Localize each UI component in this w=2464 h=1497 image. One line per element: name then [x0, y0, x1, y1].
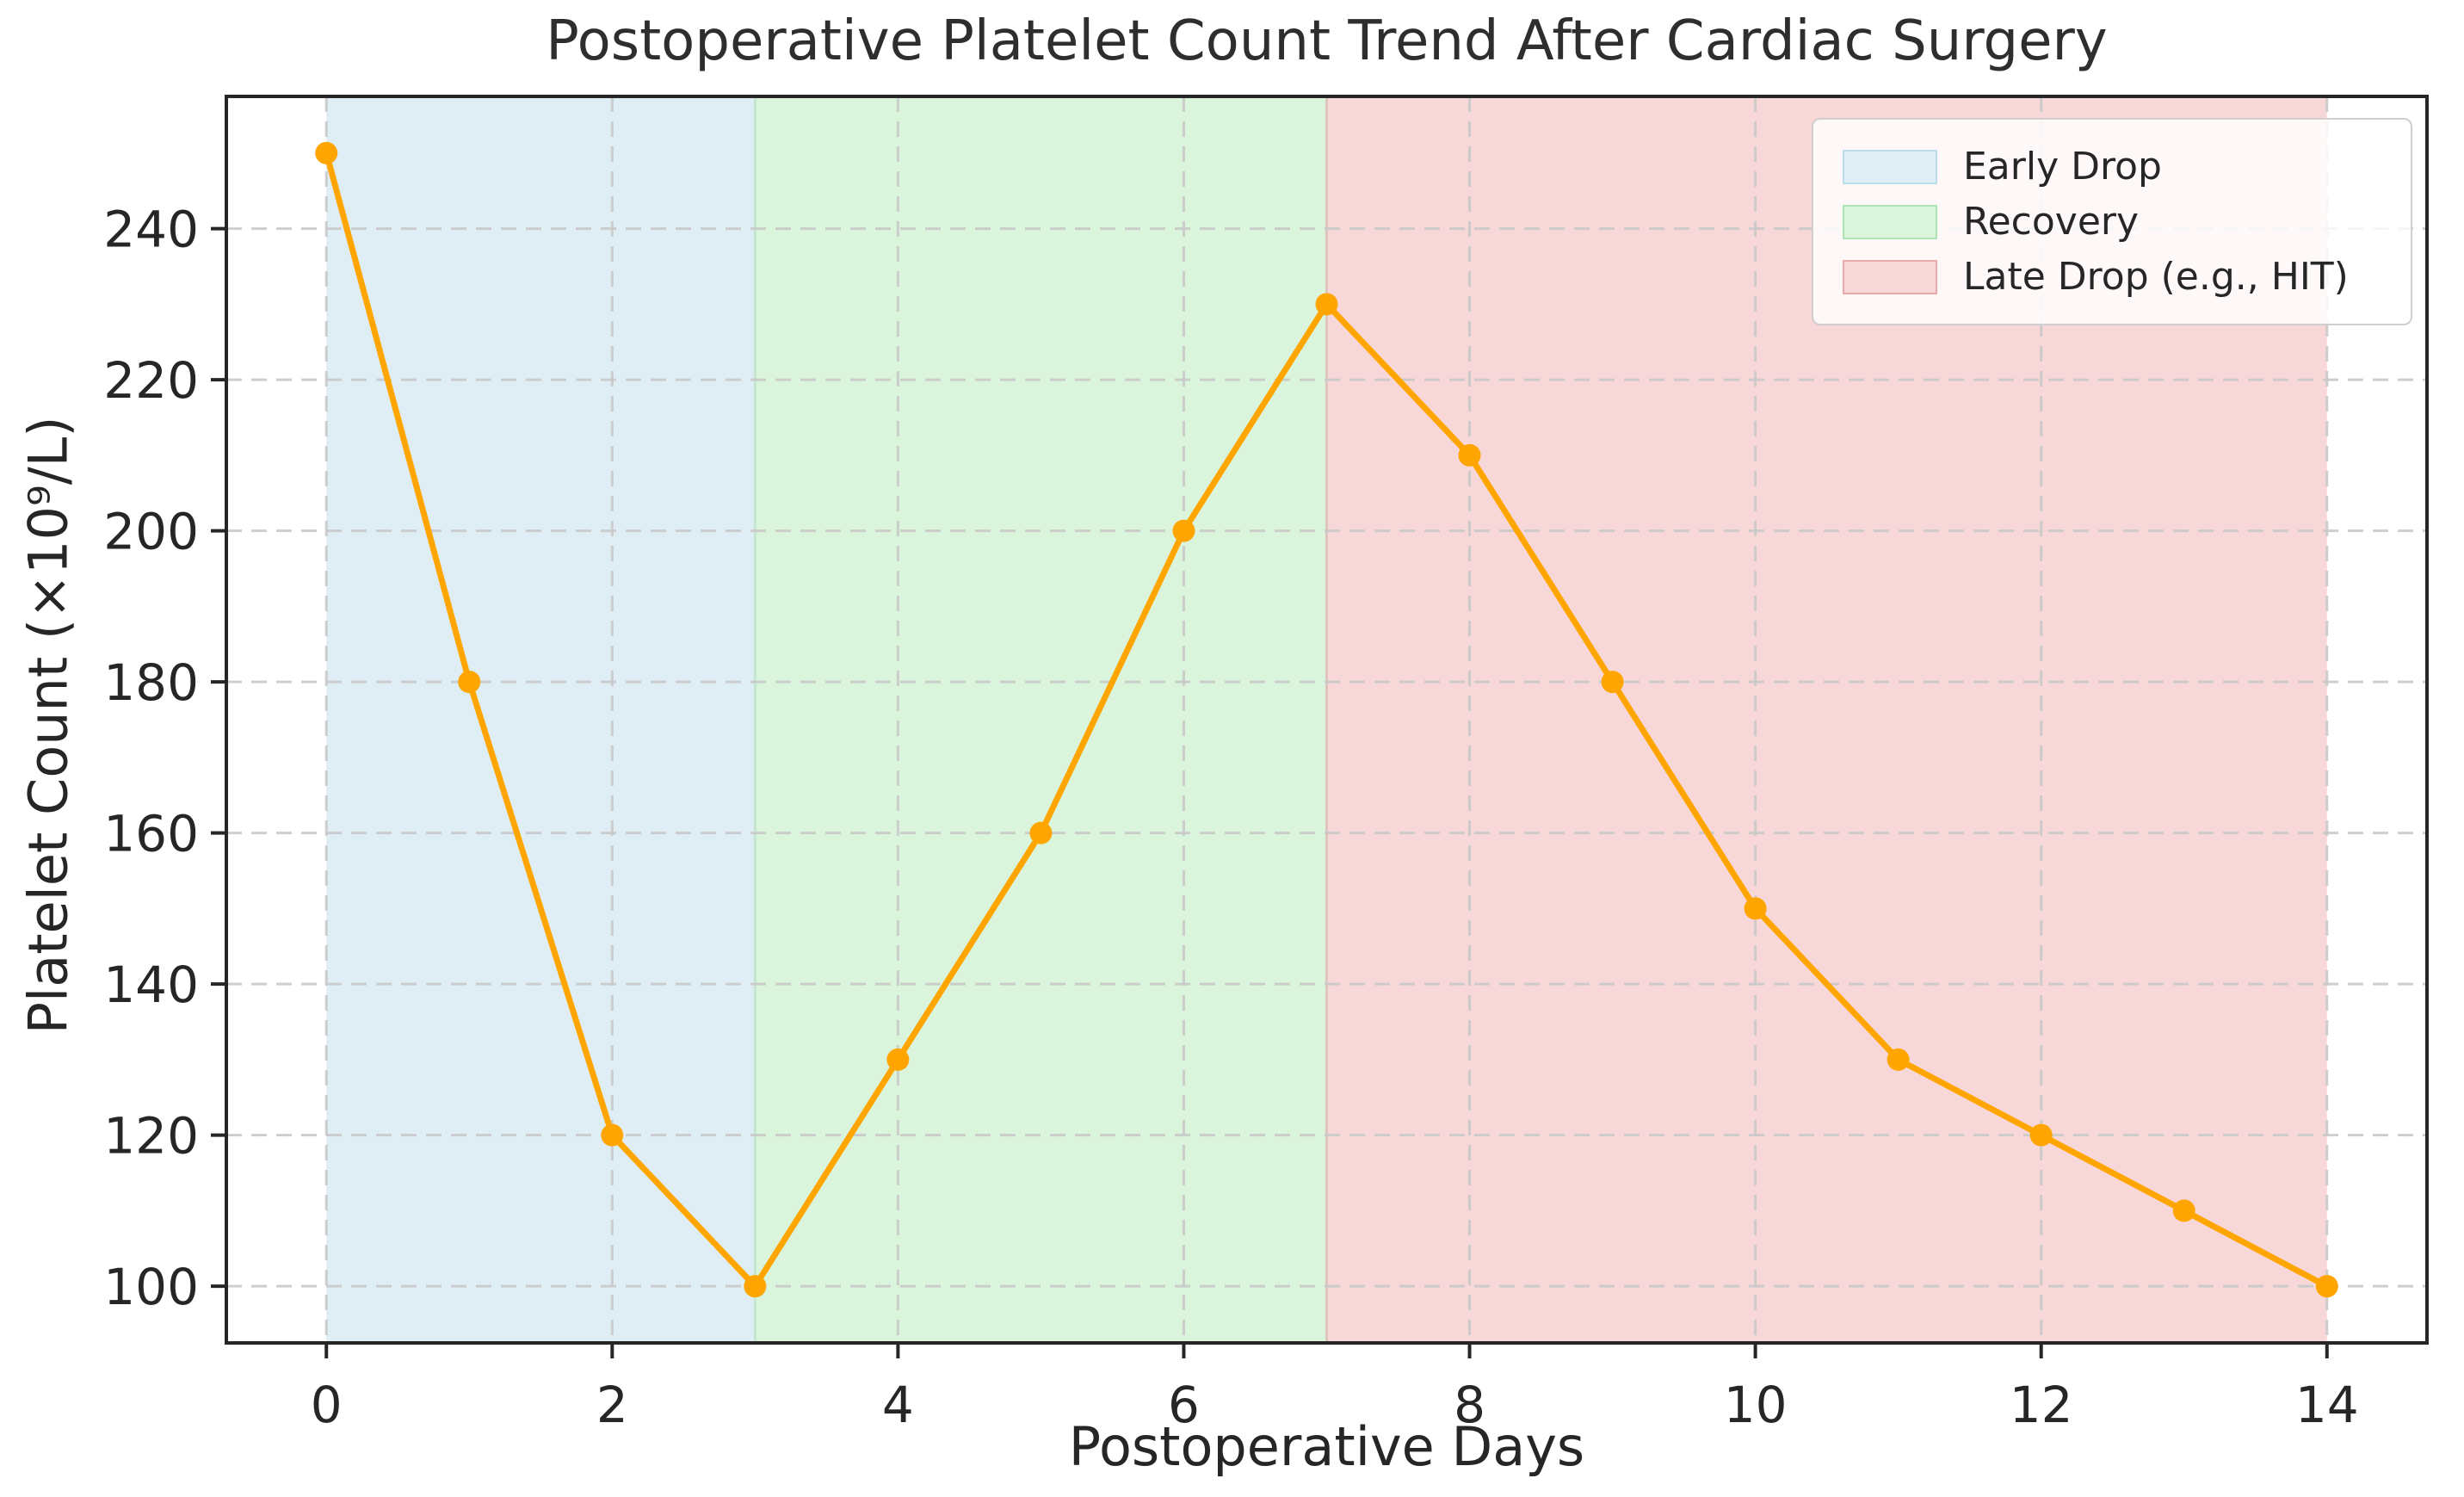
data-point — [744, 1275, 767, 1298]
data-point — [601, 1123, 624, 1147]
region-0 — [326, 96, 756, 1343]
data-point — [2172, 1199, 2195, 1222]
y-tick-label: 180 — [103, 653, 199, 712]
data-point — [1601, 671, 1624, 694]
y-tick-label: 160 — [103, 805, 199, 863]
data-point — [2315, 1275, 2338, 1298]
data-point — [315, 141, 338, 164]
legend-item-1: Recovery — [1843, 195, 2393, 249]
y-tick-label: 240 — [103, 201, 199, 259]
x-tick-label: 8 — [1454, 1376, 1485, 1434]
legend-swatch-icon — [1843, 205, 1937, 239]
data-point — [1172, 519, 1195, 542]
y-axis-label: Platelet Count (×10⁹/L) — [16, 416, 80, 1035]
data-point — [1315, 293, 1338, 316]
chart-title: Postoperative Platelet Count Trend After… — [546, 9, 2108, 73]
data-point — [1029, 821, 1053, 844]
y-tick-label: 120 — [103, 1107, 199, 1166]
data-point — [886, 1048, 910, 1071]
axes-spines — [225, 95, 2429, 1345]
y-tick-label: 220 — [103, 351, 199, 410]
x-tick-label: 0 — [311, 1376, 343, 1434]
data-point — [1887, 1048, 1910, 1071]
x-axis-label: Postoperative Days — [1068, 1415, 1585, 1478]
legend-label: Early Drop — [1963, 145, 2162, 189]
x-tick-label: 10 — [1724, 1376, 1788, 1434]
x-tick-label: 4 — [882, 1376, 914, 1434]
x-tick-label: 2 — [596, 1376, 628, 1434]
region-1 — [755, 96, 1327, 1343]
legend-label: Recovery — [1963, 200, 2140, 244]
legend-item-0: Early Drop — [1843, 140, 2393, 194]
y-tick-label: 140 — [103, 956, 199, 1014]
data-point — [1744, 897, 1767, 920]
legend: Early Drop Recovery Late Drop (e.g., HIT) — [1812, 118, 2412, 325]
legend-swatch-icon — [1843, 150, 1937, 184]
y-tick-label: 100 — [103, 1258, 199, 1316]
legend-label: Late Drop (e.g., HIT) — [1963, 255, 2349, 299]
legend-item-2: Late Drop (e.g., HIT) — [1843, 251, 2393, 304]
y-tick-label: 200 — [103, 503, 199, 561]
x-tick-label: 14 — [2295, 1376, 2359, 1434]
data-point — [458, 671, 481, 694]
data-point — [2029, 1123, 2053, 1147]
legend-swatch-icon — [1843, 260, 1937, 294]
x-tick-label: 12 — [2010, 1376, 2073, 1434]
data-point — [1458, 443, 1481, 467]
x-tick-label: 6 — [1168, 1376, 1200, 1434]
